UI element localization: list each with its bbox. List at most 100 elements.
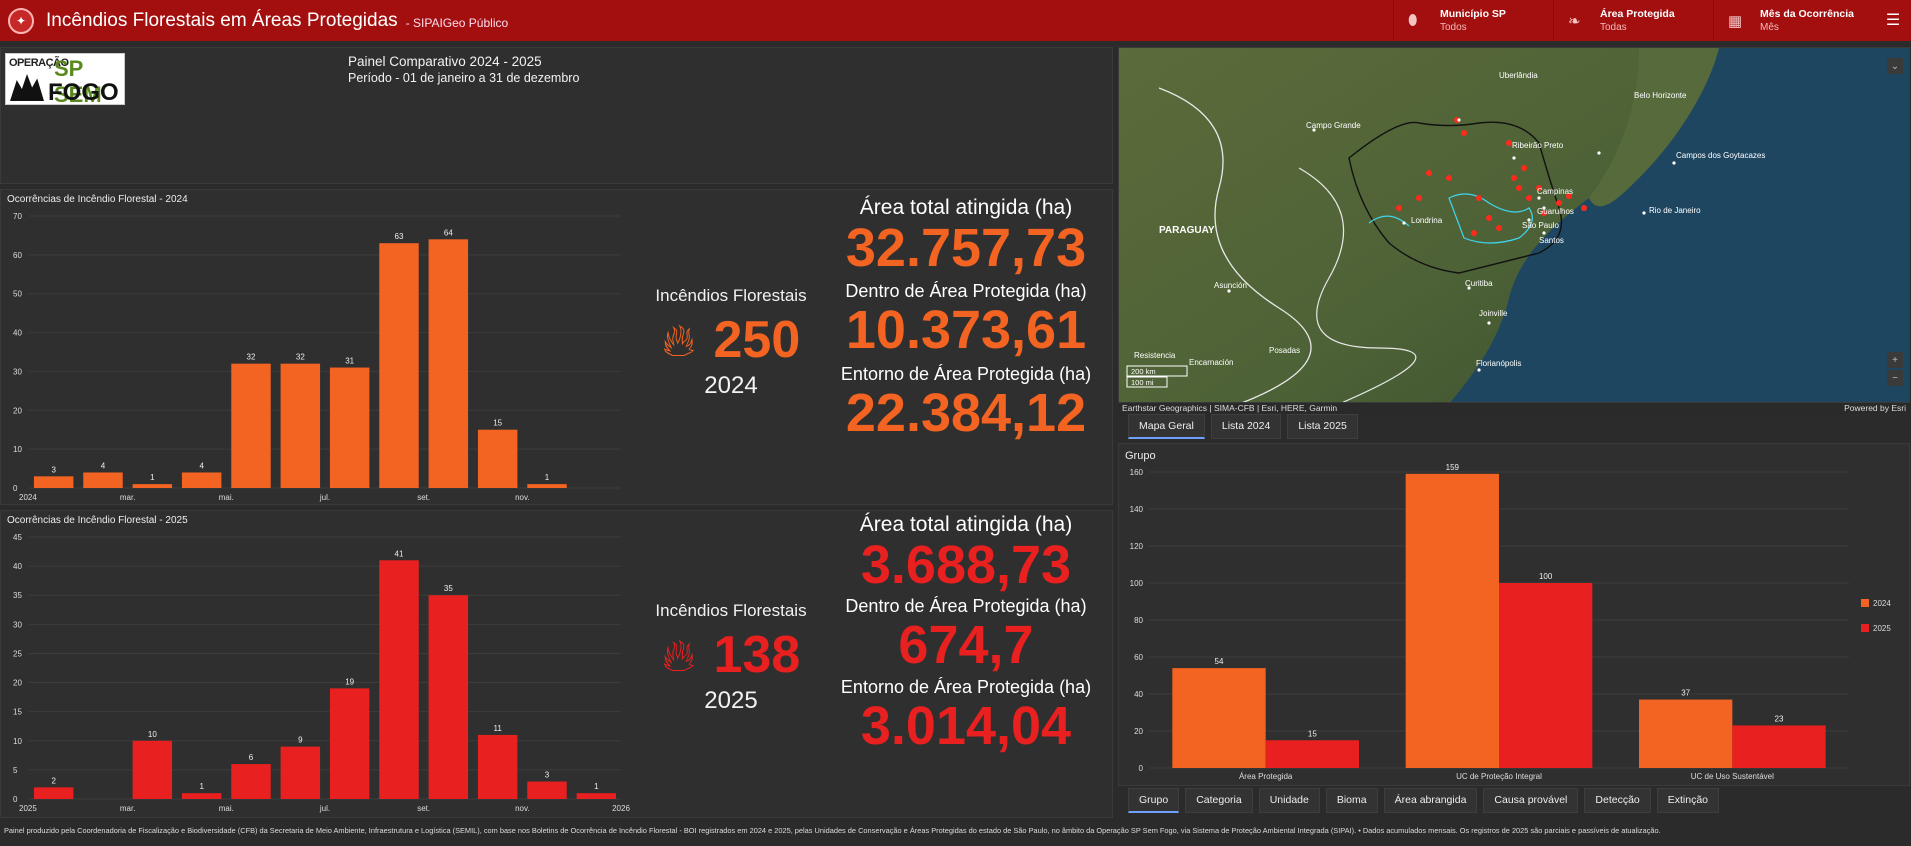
map-pin-icon: ⬮	[1408, 12, 1418, 29]
x-tick-label: mar.	[120, 804, 136, 813]
bar-value-label: 19	[345, 677, 354, 686]
bar-value-label: 15	[493, 419, 502, 428]
area-total-value: 32.757,73	[845, 218, 1087, 278]
bar	[1405, 473, 1499, 768]
bar-value-label: 1	[150, 473, 155, 482]
forest-icon	[10, 74, 44, 101]
map-label: Campinas	[1537, 187, 1573, 196]
tab-area-abrangida[interactable]: Área abrangida	[1383, 788, 1478, 813]
filter-mes[interactable]: ▦ Mês da Ocorrência Mês	[1713, 0, 1873, 41]
entorno-value: 22.384,12	[845, 383, 1087, 444]
bar	[428, 239, 469, 488]
y-tick-label: 30	[13, 367, 22, 376]
tab-causa-provavel[interactable]: Causa provável	[1483, 788, 1579, 813]
grupo-chart-title: Grupo	[1125, 450, 1156, 462]
map-canvas[interactable]: PARAGUAY Campo Grande Uberlândia Belo Ho…	[1119, 48, 1910, 403]
grupo-panel: Grupo 0 20 40 60 80 100 120 140 160 54 15 Área Prot…	[1118, 443, 1910, 786]
y-tick-label: 80	[1134, 616, 1143, 625]
menu-icon[interactable]: ☰	[1885, 12, 1901, 29]
panel-title: Painel Comparativo 2024 - 2025	[348, 54, 542, 69]
tab-grupo[interactable]: Grupo	[1128, 788, 1180, 813]
powered-by[interactable]: Powered by Esri	[1844, 403, 1906, 413]
bar	[527, 484, 567, 488]
bar-value-label: 100	[1539, 572, 1553, 581]
bar	[181, 793, 222, 799]
filter-value: Todos	[1440, 22, 1467, 33]
x-tick-label: jul.	[319, 493, 330, 502]
tab-lista-2025[interactable]: Lista 2025	[1287, 414, 1358, 439]
y-tick-label: 20	[1134, 727, 1143, 736]
map-label: Uberlândia	[1499, 71, 1538, 80]
bar	[231, 764, 271, 799]
y-tick-label: 50	[13, 290, 22, 299]
legend-label: 2024	[1873, 599, 1891, 608]
bar-value-label: 2	[51, 776, 56, 785]
zoom-in-button[interactable]: +	[1887, 352, 1903, 368]
bar	[379, 560, 419, 799]
filter-label: Mês da Ocorrência	[1760, 8, 1854, 20]
filter-bar: ⬮ Município SP Todos ❧ Área Protegida Toda…	[1393, 0, 1873, 41]
bar	[132, 484, 173, 488]
bar-value-label: 37	[1681, 689, 1690, 698]
map-attribution: Earthstar Geographics | SIMA-CFB | Esri,…	[1118, 403, 1910, 414]
tab-unidade[interactable]: Unidade	[1258, 788, 1320, 813]
map-label: Asunción	[1214, 281, 1247, 290]
x-tick-label: 2026	[612, 804, 630, 813]
area-total-label: Área total atingida (ha)	[859, 196, 1073, 219]
bar-value-label: 4	[101, 461, 106, 470]
legend-swatch	[1861, 624, 1869, 632]
monthly-chart-2024: 0 10 20 30 40 50 60 70 3 4 1 4 32 32 31 63 64 15 1 2024 mar.…	[13, 212, 621, 502]
row-2025: Ocorrências de Incêndio Florestal - 2025…	[0, 510, 1113, 818]
bar-value-label: 3	[51, 465, 56, 474]
collapse-icon[interactable]: ⌄	[1887, 58, 1903, 74]
y-tick-label: 0	[13, 484, 18, 493]
y-tick-label: 70	[13, 212, 22, 221]
y-tick-label: 140	[1130, 505, 1144, 514]
bar-value-label: 63	[395, 232, 404, 241]
dentro-label: Dentro de Área Protegida (ha)	[845, 595, 1087, 616]
map-label: Ribeirão Preto	[1512, 141, 1564, 150]
x-tick-label: mai.	[219, 493, 234, 502]
bar	[477, 429, 518, 488]
dentro-value: 674,7	[898, 614, 1034, 675]
tab-extincao[interactable]: Extinção	[1656, 788, 1720, 813]
map-label: Londrina	[1411, 216, 1443, 225]
grupo-chart: 0 20 40 60 80 100 120 140 160 54 15 Área Protegida 1…	[1130, 464, 1892, 781]
bar	[1732, 725, 1826, 768]
footer-note: Painel produzido pela Coordenadoria de F…	[4, 826, 1661, 835]
bar	[428, 595, 469, 799]
filter-area-protegida[interactable]: ❧ Área Protegida Todas	[1553, 0, 1713, 41]
y-tick-label: 20	[13, 679, 22, 688]
kpi-incendios-2025: Incêndios Florestais 🔥︎ 138 2025	[646, 601, 816, 715]
bar-value-label: 23	[1775, 714, 1784, 723]
bar	[181, 472, 222, 488]
tab-bioma[interactable]: Bioma	[1325, 788, 1378, 813]
filter-value: Todas	[1600, 22, 1627, 33]
flame-icon: 🔥︎	[661, 629, 696, 681]
filter-municipio[interactable]: ⬮ Município SP Todos	[1393, 0, 1553, 41]
bar-value-label: 15	[1308, 729, 1317, 738]
y-tick-label: 20	[13, 406, 22, 415]
x-tick-label: mai.	[219, 804, 234, 813]
x-tick-label: UC de Uso Sustentável	[1691, 772, 1774, 781]
dimension-tabs: Grupo Categoria Unidade Bioma Área abran…	[1128, 788, 1720, 813]
row-2024: Ocorrências de Incêndio Florestal - 2024…	[0, 189, 1113, 505]
bar-value-label: 32	[247, 353, 256, 362]
y-tick-label: 40	[1134, 690, 1143, 699]
y-tick-label: 35	[13, 591, 22, 600]
entorno-value: 3.014,04	[860, 696, 1072, 757]
entorno-label: Entorno de Área Protegida (ha)	[840, 677, 1092, 698]
x-tick-label: 2024	[19, 493, 37, 502]
map-scale-km: 200 km	[1131, 367, 1156, 376]
kpi-year: 2024	[704, 372, 758, 399]
zoom-out-button[interactable]: −	[1887, 370, 1903, 386]
tab-categoria[interactable]: Categoria	[1185, 788, 1253, 813]
y-tick-label: 5	[13, 766, 18, 775]
map-view[interactable]: PARAGUAY Campo Grande Uberlândia Belo Ho…	[1118, 47, 1910, 403]
y-tick-label: 100	[1130, 579, 1144, 588]
tab-mapa-geral[interactable]: Mapa Geral	[1128, 414, 1205, 439]
tab-deteccao[interactable]: Detecção	[1584, 788, 1651, 813]
area-kpis-2024: Área total atingida (ha) 32.757,73 Dentr…	[821, 196, 1111, 442]
kpi-count: 138	[713, 626, 801, 684]
tab-lista-2024[interactable]: Lista 2024	[1210, 414, 1282, 439]
